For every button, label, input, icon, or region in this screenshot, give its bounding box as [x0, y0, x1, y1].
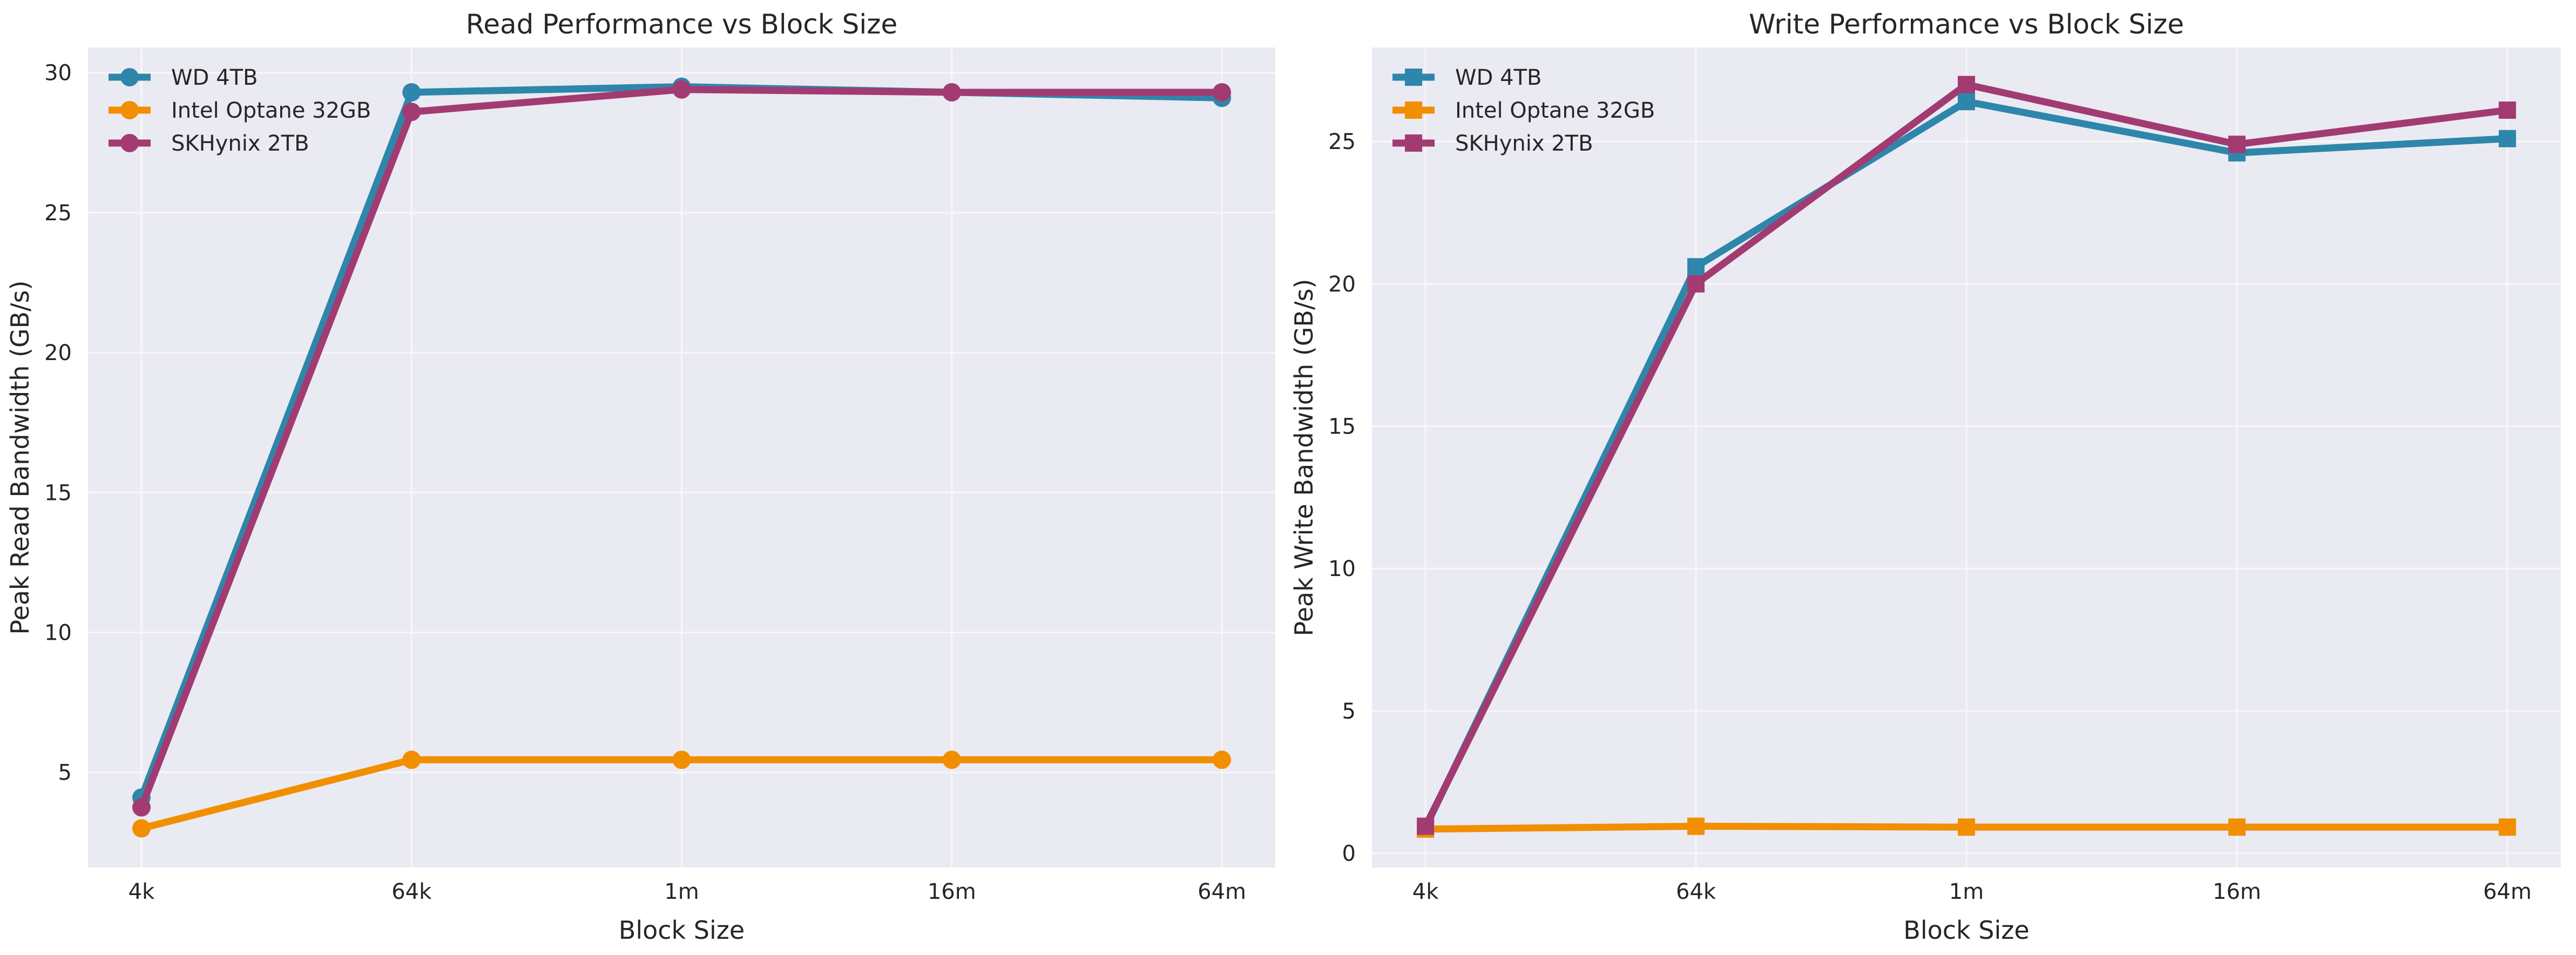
- chart-0-ytick-label-0: 5: [58, 761, 72, 785]
- chart-0-xtick-label-4: 64m: [1198, 879, 1246, 904]
- chart-1-series-1-point-4: [2498, 818, 2516, 836]
- chart-1-y-axis-label: Peak Write Bandwidth (GB/s): [1289, 279, 1319, 636]
- chart-1-series-0-point-4: [2498, 130, 2516, 147]
- chart-0-series-2-point-1: [402, 103, 421, 121]
- chart-0-ytick-label-4: 25: [44, 201, 72, 226]
- chart-0-legend-label-0: WD 4TB: [171, 65, 258, 90]
- chart-1-legend-label-0: WD 4TB: [1455, 65, 1541, 90]
- chart-0-legend-marker-2: [120, 134, 139, 152]
- chart-0-xtick-label-0: 4k: [129, 879, 155, 904]
- chart-1-title: Write Performance vs Block Size: [1749, 9, 2184, 40]
- chart-1-ytick-label-0: 0: [1342, 842, 1356, 866]
- chart-1-legend-marker-2: [1405, 134, 1422, 152]
- chart-0-ytick-label-5: 30: [44, 61, 72, 86]
- chart-1-ytick-label-5: 25: [1328, 130, 1356, 154]
- chart-1-ytick-label-3: 15: [1328, 414, 1356, 439]
- chart-0-x-axis-label: Block Size: [619, 916, 745, 945]
- chart-0-ytick-label-3: 20: [44, 341, 72, 365]
- chart-1-xtick-label-3: 16m: [2213, 879, 2261, 904]
- chart-1-legend-marker-1: [1405, 101, 1422, 119]
- chart-0-y-axis-label: Peak Read Bandwidth (GB/s): [5, 280, 35, 634]
- chart-1-series-1-point-1: [1687, 817, 1705, 835]
- chart-0-series-2-point-4: [1213, 83, 1232, 101]
- chart-1-xtick-label-4: 64m: [2483, 879, 2532, 904]
- chart-1-series-2-point-2: [1958, 76, 1975, 93]
- chart-0-legend: WD 4TB Intel Optane 32GB SKHynix 2TB: [109, 65, 371, 156]
- chart-1-series-2-point-0: [1417, 817, 1435, 835]
- chart-0-series-2-point-2: [672, 80, 691, 99]
- chart-0-series-2-point-0: [132, 798, 151, 817]
- chart-1-legend-label-2: SKHynix 2TB: [1455, 131, 1593, 156]
- chart-1-xtick-label-1: 64k: [1676, 879, 1716, 904]
- chart-1-xtick-label-0: 4k: [1412, 879, 1439, 904]
- chart-1-series-1-point-2: [1958, 818, 1975, 836]
- chart-0-series-1-point-3: [942, 750, 961, 769]
- chart-1-legend-label-1: Intel Optane 32GB: [1455, 98, 1655, 123]
- chart-1-ytick-label-4: 20: [1328, 272, 1356, 297]
- chart-1-xtick-label-2: 1m: [1949, 879, 1984, 904]
- chart-1-series-2-point-3: [2228, 136, 2246, 153]
- chart-0-series-1-point-2: [672, 750, 691, 769]
- chart-0-series-1-point-0: [132, 819, 151, 838]
- chart-0-xtick-label-2: 1m: [664, 879, 699, 904]
- chart-1-legend-marker-0: [1405, 69, 1422, 86]
- chart-0-series-2-point-3: [942, 83, 961, 101]
- chart-1: 0 5 10 15 20 25 4k 64k 1m 16m 64m Write Performance…: [1289, 9, 2561, 945]
- chart-0-xtick-label-1: 64k: [391, 879, 432, 904]
- chart-1-series-2-point-4: [2498, 101, 2516, 119]
- chart-1-legend: WD 4TB Intel Optane 32GB SKHynix 2TB: [1392, 65, 1655, 156]
- chart-0-xtick-label-3: 16m: [928, 879, 976, 904]
- chart-0-legend-marker-0: [120, 68, 139, 86]
- chart-0-legend-label-1: Intel Optane 32GB: [171, 98, 371, 123]
- chart-0-series-1-point-4: [1213, 750, 1232, 769]
- chart-1-series-0-point-2: [1958, 93, 1975, 111]
- chart-0-ytick-label-1: 10: [44, 621, 72, 646]
- chart-0-series-1-point-1: [402, 750, 421, 769]
- chart-0-series-0-point-1: [402, 83, 421, 101]
- chart-1-series-1-point-3: [2228, 818, 2246, 836]
- chart-1-series-0-point-1: [1687, 258, 1705, 276]
- chart-0-title: Read Performance vs Block Size: [466, 9, 898, 40]
- chart-0: 5 10 15 20 25 30 4k 64k 1m 16m 64m Read Performance…: [5, 9, 1275, 945]
- chart-0-ytick-label-2: 15: [44, 480, 72, 505]
- chart-0-legend-label-2: SKHynix 2TB: [171, 131, 309, 156]
- chart-0-legend-marker-1: [120, 101, 139, 119]
- chart-1-ytick-label-1: 5: [1342, 699, 1356, 724]
- chart-1-x-axis-label: Block Size: [1903, 916, 2029, 945]
- chart-1-series-2-point-1: [1687, 275, 1705, 293]
- chart-1-ytick-label-2: 10: [1328, 557, 1356, 581]
